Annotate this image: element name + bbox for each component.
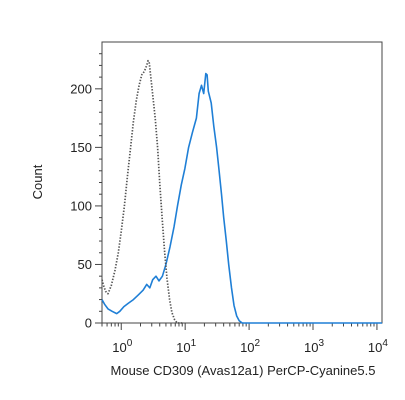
x-tick-base: 10 bbox=[368, 340, 382, 355]
stained-histogram-line bbox=[101, 72, 382, 324]
x-tick-exponent: 4 bbox=[382, 338, 388, 349]
x-tick-label: 104 bbox=[368, 338, 388, 355]
x-axis-title: Mouse CD309 (Avas12a1) PerCP-Cyanine5.5 bbox=[111, 363, 376, 378]
control-histogram-line bbox=[101, 59, 183, 324]
x-tick-base: 10 bbox=[240, 340, 254, 355]
x-tick-base: 10 bbox=[112, 340, 126, 355]
y-tick-label: 50 bbox=[78, 257, 92, 272]
y-tick-label: 200 bbox=[70, 81, 92, 96]
x-tick-exponent: 0 bbox=[127, 338, 133, 349]
x-tick-exponent: 2 bbox=[255, 338, 261, 349]
y-tick-label: 100 bbox=[70, 198, 92, 213]
x-tick-label: 101 bbox=[176, 338, 196, 355]
x-tick-label: 100 bbox=[112, 338, 132, 355]
x-tick-exponent: 3 bbox=[318, 338, 324, 349]
series-layer bbox=[101, 59, 382, 324]
x-tick-label: 103 bbox=[304, 338, 324, 355]
x-tick-base: 10 bbox=[176, 340, 190, 355]
y-tick-label: 150 bbox=[70, 140, 92, 155]
plot-frame bbox=[101, 41, 383, 324]
x-tick-base: 10 bbox=[304, 340, 318, 355]
y-axis-title: Count bbox=[30, 164, 45, 199]
x-tick-label: 102 bbox=[240, 338, 260, 355]
y-tick-label: 0 bbox=[85, 316, 92, 331]
x-tick-exponent: 1 bbox=[191, 338, 197, 349]
